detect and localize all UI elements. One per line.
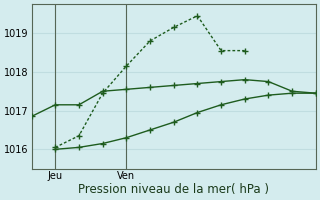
X-axis label: Pression niveau de la mer( hPa ): Pression niveau de la mer( hPa ) — [78, 183, 269, 196]
